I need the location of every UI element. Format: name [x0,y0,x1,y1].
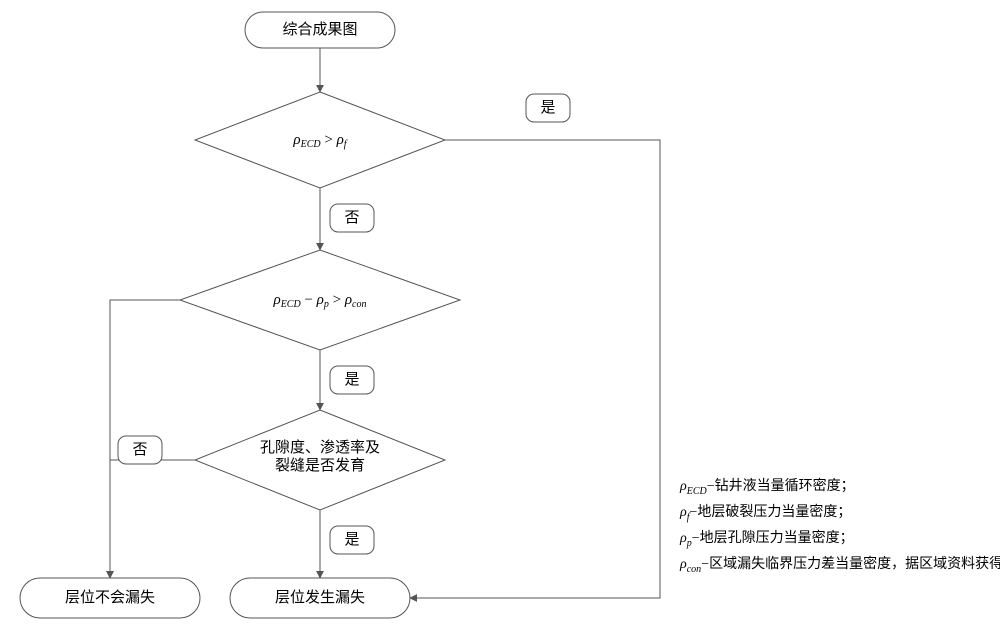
d1: ρECD > ρf [195,92,445,188]
start: 综合成果图 [245,12,395,48]
edge [410,140,660,598]
svg-text:综合成果图: 综合成果图 [282,21,357,38]
branch-label-yes_below_d3: 是 [330,526,374,554]
svg-text:ρcon−区域漏失临界压力差当量密度，据区域资料获得；: ρcon−区域漏失临界压力差当量密度，据区域资料获得； [679,555,1000,575]
d3: 孔隙度、渗透率及裂缝是否发育 [195,410,445,510]
svg-text:否: 否 [344,210,359,226]
legend: ρECD−钻井液当量循环密度； ρf−地层破裂压力当量密度； ρp−地层孔隙压力当量… [679,477,1000,575]
svg-text:层位不会漏失: 层位不会漏失 [65,589,155,606]
branch-label-no_left_d3: 否 [118,436,162,464]
branch-label-yes_below_d2: 是 [330,366,374,394]
svg-text:层位发生漏失: 层位发生漏失 [275,589,365,606]
out_no: 层位不会漏失 [20,578,200,618]
svg-text:是: 是 [344,372,359,388]
svg-text:是: 是 [540,100,555,116]
edge [110,460,195,578]
branch-label-no_below_d1: 否 [330,204,374,232]
d2: ρECD − ρp > ρcon [180,250,460,350]
branch-label-yes_right_d1: 是 [526,94,570,122]
out_yes: 层位发生漏失 [230,578,410,618]
svg-text:ρECD−钻井液当量循环密度；: ρECD−钻井液当量循环密度； [679,477,855,497]
svg-text:ρf−地层破裂压力当量密度；: ρf−地层破裂压力当量密度； [679,503,851,523]
svg-text:是: 是 [344,532,359,548]
svg-text:ρp−地层孔隙压力当量密度；: ρp−地层孔隙压力当量密度； [679,529,854,549]
svg-text:否: 否 [132,442,147,458]
